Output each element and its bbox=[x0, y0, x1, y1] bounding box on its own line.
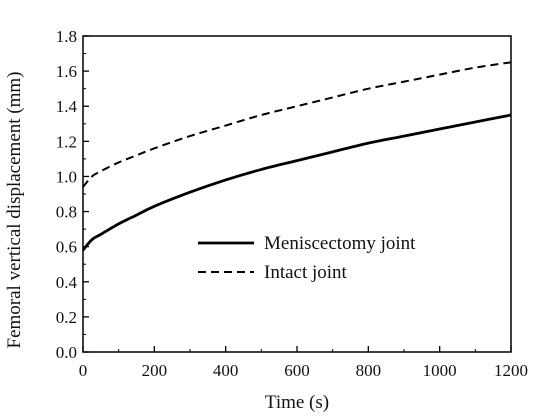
x-tick-label: 1200 bbox=[494, 361, 528, 380]
y-tick-label: 1.0 bbox=[56, 167, 77, 186]
x-axis-title: Time (s) bbox=[265, 392, 329, 413]
y-tick-label: 1.4 bbox=[56, 97, 78, 116]
y-tick-label: 1.8 bbox=[56, 27, 77, 46]
series-line-meniscectomy-joint bbox=[81, 113, 512, 252]
x-tick-label: 600 bbox=[284, 361, 310, 380]
plot-frame bbox=[82, 35, 512, 353]
x-tick-label: 0 bbox=[79, 361, 88, 380]
y-tick-label: 1.2 bbox=[56, 132, 77, 151]
y-tick-label: 0.8 bbox=[56, 203, 77, 222]
x-tick-label: 1000 bbox=[423, 361, 457, 380]
y-axis-title: Femoral vertical displacement (mm) bbox=[4, 72, 25, 349]
x-tick-label: 200 bbox=[142, 361, 168, 380]
y-tick-label: 0.0 bbox=[56, 343, 77, 362]
x-tick-label: 800 bbox=[356, 361, 382, 380]
y-tick-label: 0.4 bbox=[56, 273, 78, 292]
y-tick-label: 0.6 bbox=[56, 238, 77, 257]
x-tick-label: 400 bbox=[213, 361, 239, 380]
legend-label: Intact joint bbox=[264, 262, 348, 283]
series-layer bbox=[81, 61, 512, 252]
legend-label: Meniscectomy joint bbox=[264, 233, 416, 254]
legend: Meniscectomy joint Intact joint bbox=[198, 233, 416, 283]
y-tick-label: 1.6 bbox=[56, 62, 77, 81]
y-tick-label: 0.2 bbox=[56, 308, 77, 327]
axes: 0 200 400 600 800 1000 1200 0.0 0.2 0.4 0.6 0.8 1.0 1… bbox=[56, 27, 528, 380]
series-line-intact-joint bbox=[82, 61, 512, 188]
